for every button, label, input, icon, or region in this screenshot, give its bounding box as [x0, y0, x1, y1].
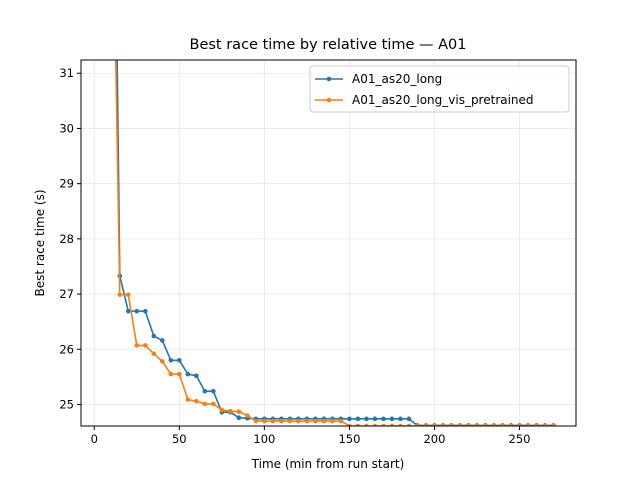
- data-point: [125, 292, 131, 297]
- data-point: [406, 423, 412, 426]
- data-point: [534, 423, 539, 426]
- x-tick-label: 200: [423, 432, 445, 446]
- y-tick-label: 27: [59, 287, 74, 301]
- data-point: [466, 423, 471, 426]
- x-axis-label: Time (min from run start): [251, 457, 405, 471]
- data-point: [525, 423, 531, 426]
- data-point: [313, 418, 318, 424]
- data-point: [355, 416, 361, 422]
- legend-marker-0: [326, 76, 332, 82]
- data-point: [211, 401, 216, 407]
- data-point: [381, 423, 386, 426]
- data-point: [117, 292, 123, 297]
- series-line-1: [114, 60, 554, 426]
- data-point: [194, 373, 199, 379]
- data-point: [364, 416, 369, 422]
- data-point: [389, 416, 395, 422]
- series-layer: [114, 60, 556, 426]
- data-point: [253, 418, 259, 424]
- data-point: [347, 416, 352, 422]
- x-tick-label: 0: [91, 432, 98, 446]
- data-point: [151, 333, 157, 339]
- data-point: [262, 418, 267, 424]
- data-point: [236, 415, 242, 421]
- data-point: [177, 371, 182, 377]
- ticks: 0 50 100 150 200 250 25 26 27 28 29 30 31: [59, 66, 530, 446]
- data-point: [177, 358, 182, 363]
- y-tick-label: 28: [59, 232, 74, 246]
- data-point: [542, 423, 548, 426]
- data-point: [321, 418, 327, 424]
- grid: [81, 60, 576, 426]
- legend-marker-1: [326, 97, 332, 103]
- data-point: [151, 351, 157, 356]
- y-tick-label: 31: [59, 66, 74, 80]
- legend-label-1: A01_as20_long_vis_pretrained: [352, 93, 534, 107]
- data-point: [355, 423, 361, 426]
- data-point: [457, 423, 463, 426]
- data-point: [381, 416, 386, 422]
- legend-label-0: A01_as20_long: [352, 72, 442, 86]
- data-point: [517, 423, 522, 426]
- x-tick-label: 250: [509, 432, 531, 446]
- data-point: [236, 409, 242, 414]
- y-tick-label: 29: [59, 177, 74, 191]
- y-tick-label: 30: [59, 121, 74, 135]
- data-point: [296, 418, 301, 424]
- data-point: [185, 397, 191, 402]
- data-point: [194, 398, 199, 404]
- data-point: [160, 359, 165, 364]
- data-point: [168, 371, 174, 377]
- data-point: [125, 308, 131, 314]
- y-tick-label: 26: [59, 342, 74, 356]
- data-point: [491, 423, 497, 426]
- data-point: [364, 423, 369, 426]
- chart-title: Best race time by relative time — A01: [190, 37, 467, 53]
- data-point: [338, 418, 344, 424]
- data-point: [432, 423, 437, 426]
- data-point: [389, 423, 395, 426]
- legend: A01_as20_long A01_as20_long_vis_pretraine…: [309, 65, 570, 113]
- data-point: [270, 418, 276, 424]
- data-point: [219, 407, 225, 413]
- data-point: [304, 418, 310, 424]
- data-point: [483, 423, 488, 426]
- data-point: [134, 343, 140, 348]
- data-point: [168, 358, 174, 363]
- data-point: [398, 416, 403, 422]
- data-point: [160, 338, 165, 343]
- data-point: [372, 416, 378, 422]
- y-axis-label: Best race time (s): [33, 189, 47, 296]
- data-point: [287, 418, 293, 424]
- plot-frame: [80, 59, 577, 427]
- data-point: [185, 371, 191, 377]
- data-point: [551, 423, 556, 426]
- data-point: [415, 423, 420, 426]
- data-point: [398, 423, 403, 426]
- data-point: [449, 423, 454, 426]
- data-point: [142, 308, 148, 314]
- x-tick-label: 150: [338, 432, 360, 446]
- data-point: [372, 423, 378, 426]
- data-point: [245, 413, 250, 418]
- data-point: [423, 423, 429, 426]
- data-point: [202, 401, 208, 407]
- data-point: [330, 418, 335, 424]
- y-tick-label: 25: [59, 397, 74, 411]
- data-point: [202, 388, 208, 394]
- data-point: [142, 343, 148, 348]
- data-point: [406, 416, 412, 422]
- data-point: [347, 423, 352, 426]
- data-point: [228, 408, 233, 414]
- data-point: [134, 308, 140, 314]
- data-point: [474, 423, 480, 426]
- x-tick-label: 50: [172, 432, 187, 446]
- data-point: [279, 418, 284, 424]
- data-point: [211, 388, 216, 394]
- data-point: [440, 423, 446, 426]
- x-tick-label: 100: [253, 432, 275, 446]
- data-point: [508, 423, 514, 426]
- data-point: [500, 423, 505, 426]
